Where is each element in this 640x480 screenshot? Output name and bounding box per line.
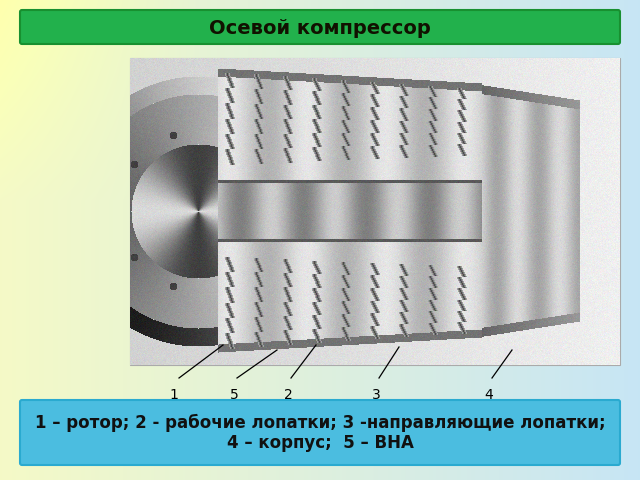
Text: Осевой компрессор: Осевой компрессор xyxy=(209,19,431,37)
FancyBboxPatch shape xyxy=(20,400,620,465)
Text: 4 – корпус;  5 – ВНА: 4 – корпус; 5 – ВНА xyxy=(227,433,413,452)
Text: 1: 1 xyxy=(170,388,179,402)
FancyBboxPatch shape xyxy=(20,10,620,44)
Text: 2: 2 xyxy=(284,388,292,402)
Text: 3: 3 xyxy=(372,388,380,402)
Bar xyxy=(130,58,620,365)
Text: 1 – ротор; 2 - рабочие лопатки; 3 -направляющие лопатки;: 1 – ротор; 2 - рабочие лопатки; 3 -напра… xyxy=(35,413,605,432)
Text: 4: 4 xyxy=(484,388,493,402)
Text: 5: 5 xyxy=(230,388,238,402)
